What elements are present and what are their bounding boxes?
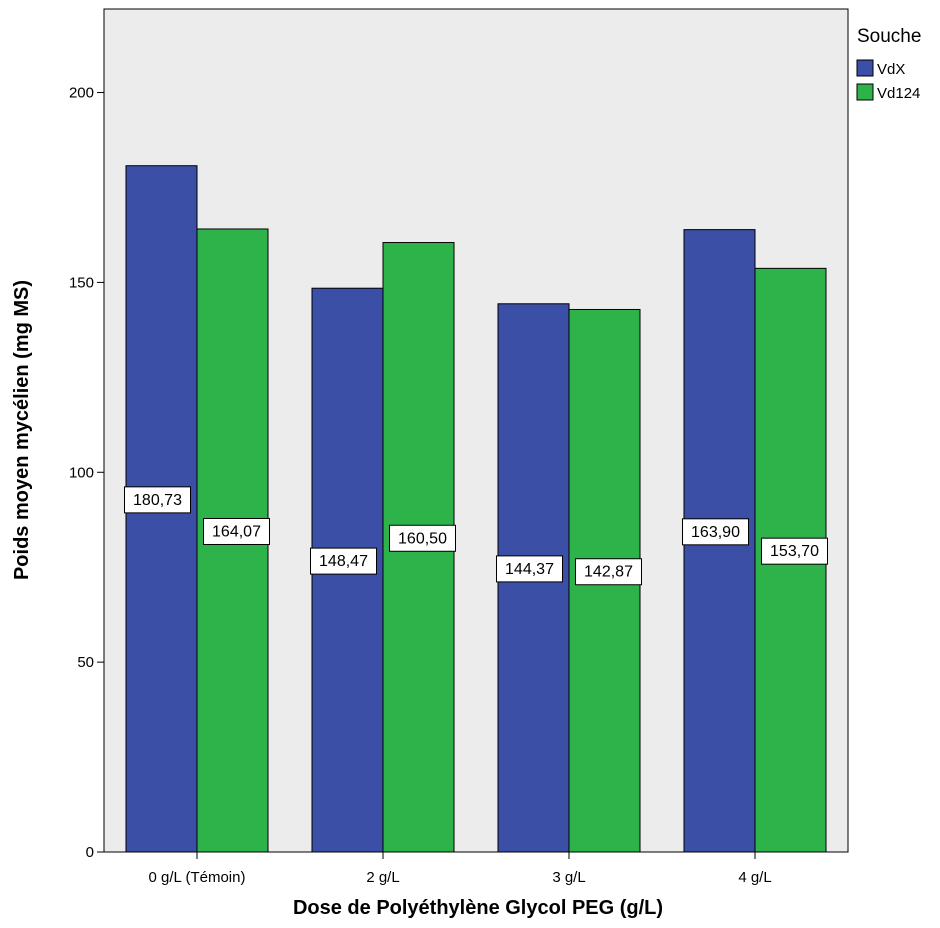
data-label: 153,70 (770, 543, 819, 560)
y-tick-label: 150 (69, 274, 94, 291)
data-label-box (124, 486, 191, 514)
y-tick-label: 0 (86, 844, 94, 861)
y-tick-label: 100 (69, 464, 94, 481)
y-tick-label: 200 (69, 85, 94, 102)
y-tick-label: 50 (77, 654, 94, 671)
x-tick-label: 3 g/L (552, 869, 585, 886)
data-label: 144,37 (505, 561, 554, 578)
legend: Souche VdX Vd124 (856, 26, 921, 102)
legend-label-vd124: Vd124 (877, 85, 920, 102)
data-label-box (496, 555, 563, 583)
data-label-box (575, 558, 642, 586)
data-label: 163,90 (691, 524, 740, 541)
data-label: 142,87 (584, 564, 633, 581)
x-axis-title: Dose de Polyéthylène Glycol PEG (g/L) (293, 897, 663, 919)
data-label-box (203, 517, 270, 545)
legend-swatch-vd124 (856, 83, 874, 101)
data-label: 148,47 (319, 553, 368, 570)
data-label: 164,07 (212, 523, 261, 540)
data-label: 180,73 (133, 492, 182, 509)
legend-title: Souche (857, 26, 921, 47)
data-label: 160,50 (398, 530, 447, 547)
legend-label-vdx: VdX (877, 61, 905, 78)
x-tick-label: 4 g/L (738, 869, 771, 886)
data-label-box (389, 524, 456, 552)
x-tick-label: 0 g/L (Témoin) (149, 869, 246, 886)
x-tick-label: 2 g/L (366, 869, 399, 886)
data-label-box (682, 518, 749, 546)
data-label-box (310, 547, 377, 575)
data-label-box (761, 537, 828, 565)
y-axis-title: Poids moyen mycélien (mg MS) (11, 280, 33, 580)
legend-swatch-vdx (856, 59, 874, 77)
